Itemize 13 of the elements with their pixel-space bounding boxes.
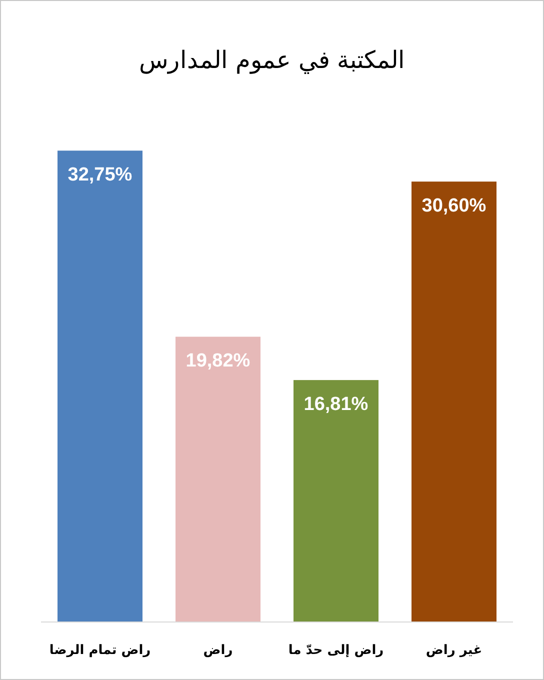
x-tick-label: راض إلى حدّ ما (288, 643, 384, 658)
bar (412, 182, 496, 622)
data-label: 32,75% (68, 164, 132, 186)
bar (176, 336, 260, 622)
chart-title: المكتبة في عموم المدارس (139, 46, 405, 74)
bar (58, 150, 142, 622)
data-label: 19,82% (186, 350, 250, 372)
data-label: 16,81% (304, 394, 368, 416)
bar (294, 380, 378, 622)
x-tick-label: غير راض (426, 643, 482, 658)
data-label: 30,60% (422, 196, 486, 217)
x-tick-label: راض تمام الرضا (49, 643, 151, 658)
x-tick-label: راض (203, 643, 233, 658)
